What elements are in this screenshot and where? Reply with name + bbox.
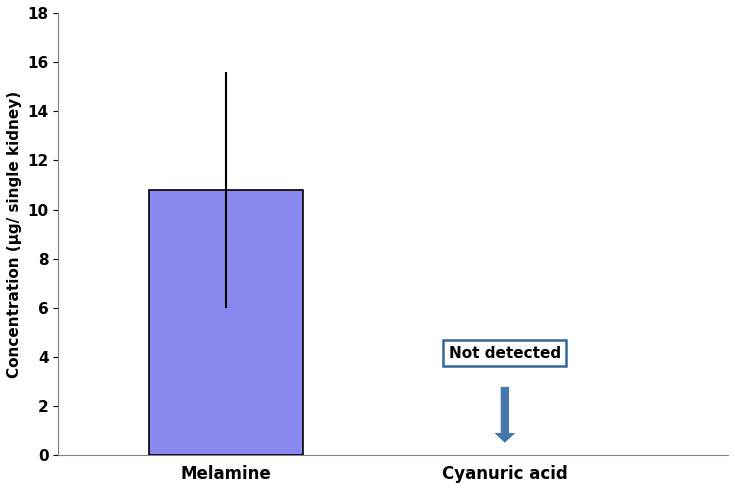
Y-axis label: Concentration (μg/ single kidney): Concentration (μg/ single kidney) xyxy=(7,91,22,378)
Bar xyxy=(149,190,303,455)
Text: Not detected: Not detected xyxy=(449,346,561,361)
